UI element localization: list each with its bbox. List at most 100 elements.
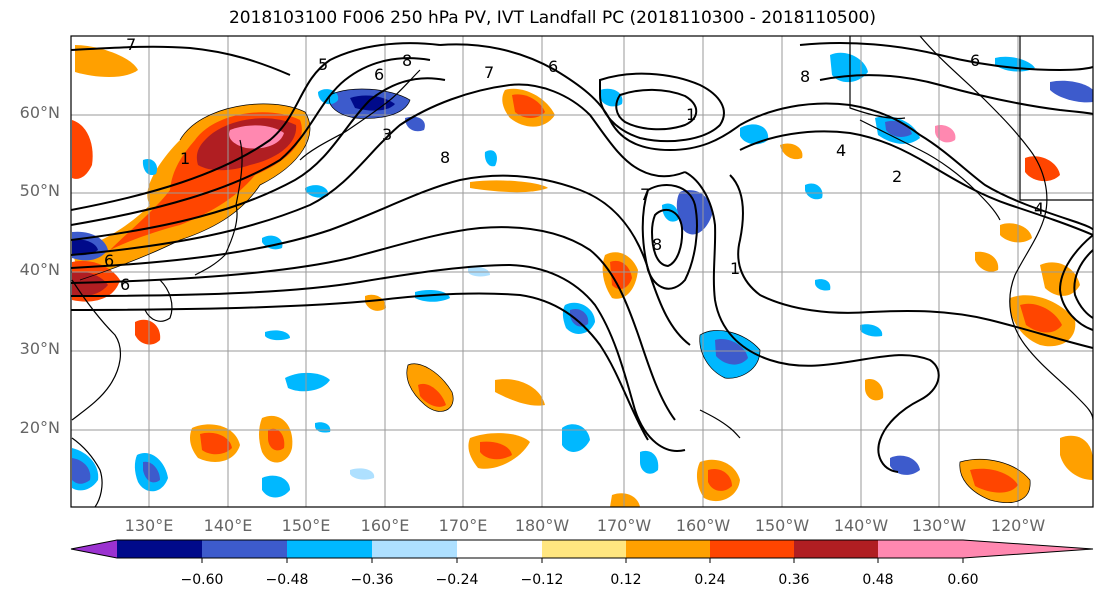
contour-label: 6 bbox=[120, 275, 130, 294]
lon-label-150e: 150°E bbox=[281, 516, 331, 535]
fill-outline bbox=[959, 459, 1031, 503]
pv-contour-line bbox=[1058, 234, 1093, 331]
contour-label: 4 bbox=[1034, 199, 1044, 218]
pv-contour-line bbox=[71, 263, 686, 452]
coastline bbox=[194, 139, 243, 276]
anomaly-negative bbox=[350, 468, 375, 480]
colorbar-extend-high bbox=[963, 540, 1093, 558]
anomaly-positive bbox=[268, 428, 285, 451]
fill-outlines bbox=[79, 88, 1031, 503]
contour-labels: 5 6 8 7 1 3 6 8 7 1 4 8 6 7 8 1 2 6 4 6 bbox=[104, 35, 1044, 294]
pv-contour-line bbox=[819, 74, 1093, 115]
anomaly-positive bbox=[1025, 156, 1060, 182]
fill-outline bbox=[79, 103, 311, 281]
anomaly-negative bbox=[562, 424, 590, 452]
pv-contour-line bbox=[739, 130, 1093, 236]
anomaly-negative bbox=[350, 95, 395, 111]
colorbar-tick: 0.48 bbox=[862, 572, 894, 588]
colorbar-extend-low bbox=[71, 540, 117, 558]
anomaly-positive bbox=[470, 180, 548, 193]
lat-label-40n: 40°N bbox=[19, 260, 60, 279]
anomaly-positive bbox=[780, 143, 803, 160]
colorbar bbox=[70, 539, 1094, 563]
coastline bbox=[849, 36, 906, 120]
anomaly-positive bbox=[365, 294, 386, 311]
anomaly-negative bbox=[815, 279, 831, 291]
colorbar-swatch bbox=[202, 540, 287, 558]
map-title: 2018103100 F006 250 hPa PV, IVT Landfall… bbox=[228, 8, 876, 28]
coastline bbox=[699, 409, 741, 439]
coastline bbox=[144, 279, 173, 322]
pv-contour-line bbox=[71, 42, 441, 211]
anomaly-negative bbox=[72, 239, 98, 256]
contour-label: 8 bbox=[440, 148, 450, 167]
colorbar-tick: 0.60 bbox=[947, 572, 979, 588]
pv-contour-line bbox=[729, 174, 1093, 349]
anomaly-positive bbox=[72, 120, 93, 179]
lat-label-50n: 50°N bbox=[19, 181, 60, 200]
anomaly-fills bbox=[72, 45, 1093, 507]
anomaly-positive bbox=[512, 94, 545, 118]
anomaly-negative bbox=[662, 203, 679, 222]
lat-label-30n: 30°N bbox=[19, 339, 60, 358]
coastline bbox=[919, 36, 1093, 421]
anomaly-positive bbox=[229, 125, 284, 149]
anomaly-negative bbox=[890, 455, 920, 475]
anomaly-positive bbox=[200, 432, 232, 455]
anomaly-positive bbox=[1040, 262, 1080, 296]
pv-contour-line bbox=[615, 88, 698, 131]
anomaly-negative bbox=[305, 185, 329, 198]
lon-label-180w: 180°W bbox=[514, 516, 570, 535]
lon-label-170w: 170°W bbox=[596, 516, 652, 535]
gridlines bbox=[71, 36, 1093, 507]
lon-label-160w: 160°W bbox=[675, 516, 731, 535]
colorbar-tick: 0.12 bbox=[610, 572, 642, 588]
colorbar-swatch bbox=[287, 540, 372, 558]
contour-label: 8 bbox=[652, 235, 662, 254]
anomaly-positive bbox=[1000, 223, 1032, 243]
coastline bbox=[71, 279, 122, 421]
lon-label-120w: 120°W bbox=[990, 516, 1046, 535]
anomaly-negative bbox=[640, 450, 659, 474]
anomaly-positive bbox=[75, 45, 138, 77]
coastline bbox=[1019, 36, 1093, 201]
contour-label: 6 bbox=[970, 51, 980, 70]
anomaly-positive bbox=[970, 468, 1018, 493]
coastline bbox=[299, 69, 421, 161]
anomaly-negative bbox=[484, 150, 497, 167]
lon-label-130w: 130°W bbox=[911, 516, 967, 535]
contour-label: 4 bbox=[836, 141, 846, 160]
anomaly-negative bbox=[405, 116, 425, 132]
pv-contour-line bbox=[650, 208, 684, 268]
anomaly-negative bbox=[570, 308, 589, 327]
anomaly-negative bbox=[142, 158, 158, 176]
fill-outline bbox=[406, 363, 454, 412]
colorbar-swatch bbox=[117, 540, 202, 558]
anomaly-positive bbox=[1060, 435, 1093, 480]
contour-label: 1 bbox=[180, 149, 190, 168]
plot-frame bbox=[70, 35, 1094, 508]
colorbar-tick: −0.60 bbox=[180, 572, 224, 588]
colorbar-tick: −0.36 bbox=[350, 572, 394, 588]
anomaly-negative bbox=[285, 372, 330, 392]
anomaly-negative bbox=[885, 120, 912, 137]
colorbar-tick: −0.48 bbox=[265, 572, 309, 588]
anomaly-positive bbox=[135, 319, 161, 345]
pv-contour-line bbox=[739, 102, 1093, 231]
colorbar-swatch bbox=[710, 540, 794, 558]
lon-label-150w: 150°W bbox=[754, 516, 810, 535]
colorbar-swatch bbox=[372, 540, 457, 558]
contour-label: 5 bbox=[318, 55, 328, 74]
contour-label: 8 bbox=[800, 67, 810, 86]
pv-contour-line bbox=[71, 45, 291, 76]
contour-label: 6 bbox=[104, 251, 114, 270]
anomaly-positive bbox=[418, 383, 446, 407]
contour-label: 7 bbox=[484, 63, 494, 82]
pv-contour-line bbox=[599, 72, 725, 143]
lat-label-20n: 20°N bbox=[19, 418, 60, 437]
lat-label-60n: 60°N bbox=[19, 103, 60, 122]
anomaly-positive bbox=[1020, 303, 1062, 333]
pv-contour-line bbox=[509, 83, 686, 178]
anomaly-negative bbox=[265, 330, 290, 341]
